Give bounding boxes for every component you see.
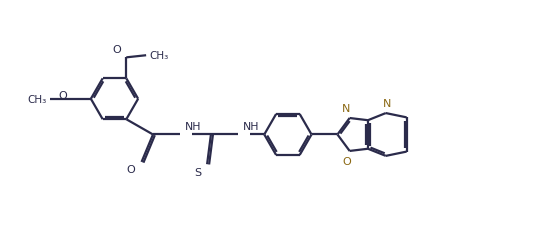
Text: N: N — [342, 103, 350, 113]
Text: O: O — [113, 45, 121, 54]
Text: O: O — [343, 157, 352, 166]
Text: S: S — [195, 167, 202, 177]
Text: NH: NH — [243, 121, 259, 131]
Text: O: O — [126, 164, 135, 174]
Text: CH₃: CH₃ — [150, 51, 169, 61]
Text: N: N — [383, 98, 391, 108]
Text: CH₃: CH₃ — [27, 94, 47, 104]
Text: O: O — [58, 91, 67, 101]
Text: NH: NH — [185, 121, 201, 131]
